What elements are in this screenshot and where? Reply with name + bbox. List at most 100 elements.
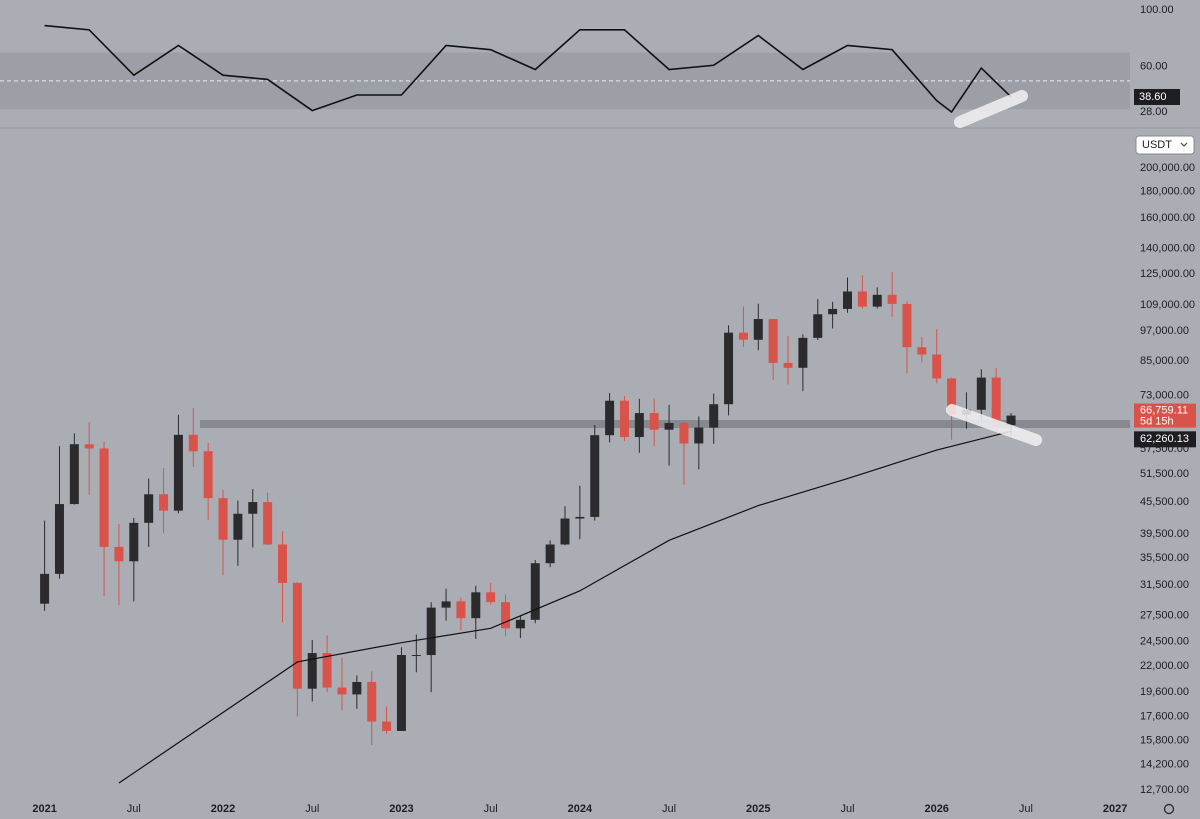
candle-body	[129, 522, 139, 562]
candle-body	[99, 448, 109, 547]
candle-body	[560, 518, 570, 545]
candle-body	[932, 354, 942, 379]
candle-body	[501, 602, 511, 629]
candle-body	[947, 378, 957, 415]
x-tick-label: Jul	[484, 803, 498, 815]
rsi-tick-label: 60.00	[1140, 61, 1168, 73]
countdown: 5d 15h	[1140, 415, 1174, 427]
candle-body	[218, 498, 228, 540]
candle-body	[783, 362, 793, 368]
x-tick-label: 2021	[32, 803, 56, 815]
candle-body	[753, 319, 763, 340]
rsi-badge-label: 38.60	[1139, 91, 1167, 103]
candle-body	[694, 427, 704, 444]
y-tick-label: 85,000.00	[1140, 355, 1189, 367]
x-tick-label: 2026	[924, 803, 948, 815]
candle-body	[619, 400, 629, 438]
rsi-line	[44, 24, 1012, 114]
candle-body	[188, 434, 198, 452]
y-tick-label: 140,000.00	[1140, 242, 1195, 254]
y-tick-label: 27,500.00	[1140, 610, 1189, 622]
candle-body	[813, 314, 823, 338]
y-tick-label: 15,800.00	[1140, 735, 1189, 747]
candle-body	[902, 303, 912, 348]
dropdown-arrow	[1180, 142, 1188, 147]
candle-body	[872, 294, 882, 307]
candle-body	[144, 494, 154, 523]
x-tick-label: Jul	[662, 803, 676, 815]
candle-body	[976, 377, 986, 410]
x-tick-label: 2027	[1103, 803, 1127, 815]
candle-body	[69, 444, 79, 505]
candle-body	[1006, 415, 1016, 426]
candle-body	[798, 337, 808, 368]
candle-body	[426, 607, 436, 656]
candle-body	[828, 308, 838, 315]
y-tick-label: 35,500.00	[1140, 552, 1189, 564]
y-tick-label: 180,000.00	[1140, 186, 1195, 198]
candle-body	[441, 601, 451, 608]
y-tick-label: 14,200.00	[1140, 759, 1189, 771]
currency-label[interactable]: USDT	[1142, 139, 1172, 151]
y-tick-label: 22,000.00	[1140, 660, 1189, 672]
candle-body	[471, 592, 481, 619]
candle-body	[709, 404, 719, 428]
price-highlight	[946, 404, 1042, 446]
candle-body	[649, 413, 659, 430]
currency-select[interactable]	[1135, 135, 1195, 155]
rsi-tick-label: 28.00	[1140, 106, 1168, 118]
y-tick-label: 97,000.00	[1140, 325, 1189, 337]
y-tick-label: 160,000.00	[1140, 212, 1195, 224]
y-tick-label: 39,500.00	[1140, 528, 1189, 540]
x-tick-label: Jul	[840, 803, 854, 815]
candle-body	[367, 681, 377, 722]
candle-body	[530, 563, 540, 620]
candle-body	[456, 601, 466, 619]
y-tick-label: 45,500.00	[1140, 496, 1189, 508]
candle-body	[54, 504, 64, 574]
candle-body	[575, 516, 585, 519]
candle-body	[263, 502, 273, 545]
candle-body	[605, 400, 615, 436]
ma-badge-label: 62,260.13	[1140, 433, 1189, 445]
candle-body	[84, 444, 94, 449]
candle-body	[634, 413, 644, 438]
x-tick-label: Jul	[305, 803, 319, 815]
price-badge-label: 66,759.11	[1140, 404, 1188, 416]
candle-body	[515, 619, 525, 629]
candle-body	[248, 502, 258, 514]
candle-body	[679, 422, 689, 444]
candle-body	[411, 655, 421, 657]
candle-body	[917, 347, 927, 355]
y-tick-label: 51,500.00	[1140, 468, 1189, 480]
rsi-tick-label: 100.00	[1140, 4, 1174, 16]
candle-body	[991, 377, 1001, 426]
y-tick-label: 125,000.00	[1140, 268, 1195, 280]
candle-body	[724, 332, 734, 405]
candle-body	[233, 513, 243, 540]
candle-body	[843, 291, 852, 309]
candle-body	[768, 319, 778, 363]
y-tick-label: 109,000.00	[1140, 299, 1195, 311]
x-tick-label: 2022	[211, 803, 235, 815]
candle-body	[545, 544, 555, 564]
rsi-highlight	[954, 90, 1028, 128]
candle-body	[590, 435, 600, 517]
settings-icon[interactable]	[1163, 803, 1175, 815]
candle-body	[664, 422, 674, 430]
candle-body	[887, 294, 897, 304]
candle-body	[382, 721, 392, 731]
x-tick-label: 2025	[746, 803, 770, 815]
candle-body	[486, 592, 496, 603]
y-tick-label: 31,500.00	[1140, 579, 1189, 591]
candle-body	[40, 573, 50, 604]
x-tick-label: 2024	[568, 803, 593, 815]
y-tick-label: 12,700.00	[1140, 784, 1189, 796]
candle-body	[337, 687, 347, 695]
candle-body	[292, 582, 302, 689]
y-tick-label: 17,600.00	[1140, 710, 1189, 722]
candle-body	[114, 546, 124, 562]
y-tick-label: 19,600.00	[1140, 686, 1189, 698]
